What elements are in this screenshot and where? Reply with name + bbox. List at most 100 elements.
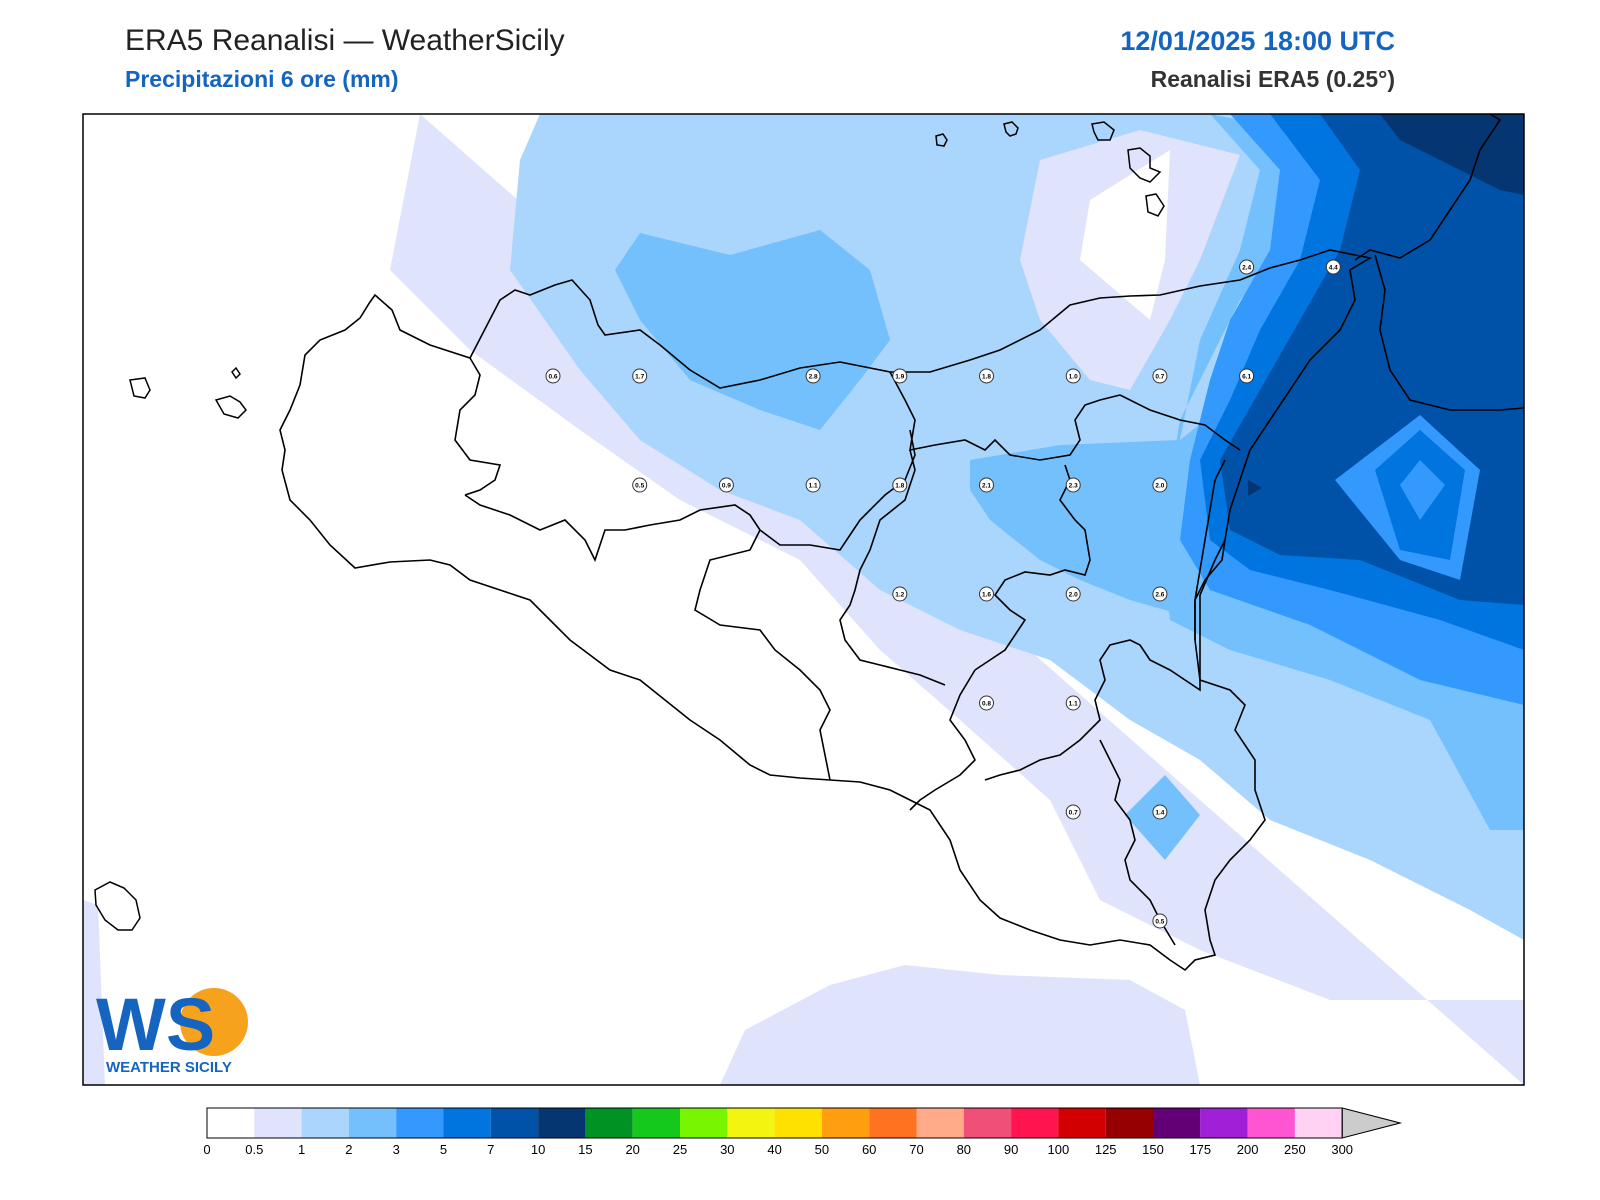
sicily-coast — [279, 249, 1373, 972]
logo-letters: WS — [96, 983, 215, 1066]
island-alicudi — [1003, 121, 1019, 137]
station-value: 6.1 — [1242, 374, 1251, 381]
station-value: 2.6 — [1155, 592, 1164, 599]
station-dot — [1152, 586, 1168, 602]
island-favignana — [129, 377, 151, 399]
station-marker: 1.4 — [1152, 804, 1168, 820]
colorbar-swatch — [443, 1108, 491, 1138]
colorbar-tick-label: 10 — [531, 1142, 545, 1157]
province-border-catania-ragusa — [909, 669, 976, 811]
province-border-catania-siracusa — [984, 539, 1226, 781]
colorbar-swatch — [490, 1108, 539, 1138]
station-value: 1.1 — [809, 483, 818, 490]
station-marker: 2.4 — [1239, 259, 1255, 275]
colorbar-tick-label: 30 — [720, 1142, 734, 1157]
colorbar-tick-label: 175 — [1189, 1142, 1211, 1157]
station-dot — [1325, 259, 1341, 275]
colorbar-swatch — [301, 1108, 349, 1138]
colorbar-swatch — [1058, 1108, 1106, 1138]
province-border-enna-catania — [974, 464, 1091, 671]
station-marker: 2.8 — [805, 368, 821, 384]
colorbar-tick-label: 80 — [957, 1142, 971, 1157]
station-value: 1.2 — [895, 592, 904, 599]
station-dot — [718, 477, 734, 493]
station-marker: 0.5 — [632, 477, 648, 493]
colorbar-swatch — [1153, 1108, 1201, 1138]
precip-band-05-south — [720, 965, 1200, 1085]
station-marker: 1.8 — [979, 368, 994, 384]
province-border-trapani-palermo — [454, 357, 502, 496]
colorbar-tick-label: 100 — [1048, 1142, 1070, 1157]
station-value: 4.4 — [1329, 265, 1338, 272]
station-marker: 4.4 — [1325, 259, 1341, 275]
precip-band-0-tyrrhenian — [1080, 150, 1170, 320]
station-value: 1.0 — [1069, 374, 1078, 381]
colorbar-tick-label: 50 — [815, 1142, 829, 1157]
island-marettimo — [231, 366, 241, 380]
station-marker: 1.0 — [1065, 368, 1081, 384]
colorbar-tick-label: 1 — [298, 1142, 305, 1157]
colorbar-tick-label: 5 — [440, 1142, 447, 1157]
province-border-agrigento-caltanissetta — [694, 529, 831, 781]
station-dot — [979, 586, 994, 602]
colorbar-frame — [206, 1107, 1343, 1139]
station-value: 1.4 — [1155, 810, 1164, 817]
colorbar-swatch — [916, 1108, 964, 1138]
station-dot — [1152, 804, 1168, 820]
colorbar-tick-label: 70 — [909, 1142, 923, 1157]
station-value: 0.9 — [722, 483, 731, 490]
station-marker: 2.0 — [1152, 477, 1168, 493]
station-value: 0.5 — [635, 483, 644, 490]
colorbar-swatch — [680, 1108, 728, 1138]
station-dot — [1065, 586, 1081, 602]
colorbar-tick-label: 250 — [1284, 1142, 1306, 1157]
station-dot — [1152, 913, 1168, 929]
colorbar-tick-label: 60 — [862, 1142, 876, 1157]
colorbar-swatch — [254, 1108, 302, 1138]
province-border-ragusa-siracusa — [1099, 739, 1176, 946]
island-salina — [1127, 147, 1162, 183]
colorbar-tick-label: 300 — [1331, 1142, 1353, 1157]
station-dot — [892, 477, 908, 493]
station-value: 0.7 — [1069, 810, 1078, 817]
station-marker: 2.1 — [979, 477, 994, 493]
colorbar-swatch — [727, 1108, 775, 1138]
station-value: 1.9 — [895, 374, 904, 381]
colorbar: 0 0.5 1 2 3 5 7 10 15 20 25 30 40 50 60 70 80 90 100 125 150… — [203, 1107, 1403, 1157]
station-value: 2.8 — [809, 374, 818, 381]
station-dot — [1065, 477, 1081, 493]
station-value: 0.7 — [1155, 374, 1164, 381]
colorbar-tick-label: 3 — [393, 1142, 400, 1157]
colorbar-tick-label: 0.5 — [245, 1142, 263, 1157]
colorbar-swatch — [774, 1108, 822, 1138]
station-dot — [979, 368, 994, 384]
logo-sun-icon — [180, 988, 248, 1056]
colorbar-tick-label: 90 — [1004, 1142, 1018, 1157]
colorbar-swatch — [632, 1108, 680, 1138]
colorbar-swatch — [1200, 1108, 1248, 1138]
station-value: 1.6 — [982, 592, 991, 599]
colorbar-swatch — [348, 1108, 397, 1138]
station-value: 0.5 — [1155, 919, 1164, 926]
colorbar-tick-label: 0 — [203, 1142, 210, 1157]
islands — [94, 121, 1165, 931]
island-ustica — [935, 133, 948, 147]
model-name: Reanalisi ERA5 (0.25°) — [1150, 66, 1395, 92]
station-marker: 2.0 — [1065, 586, 1081, 602]
island-pantelleria — [94, 881, 141, 931]
precip-field — [83, 114, 1524, 1085]
station-dot — [1065, 695, 1081, 711]
station-dot — [979, 477, 994, 493]
precip-band-05-west — [83, 900, 105, 1085]
map-title: ERA5 Reanalisi — WeatherSicily — [125, 24, 565, 57]
province-border-palermo-messina — [889, 371, 1121, 461]
colorbar-swatch — [585, 1108, 633, 1138]
station-marker: 0.7 — [1065, 804, 1081, 820]
colorbar-tick-label: 25 — [673, 1142, 687, 1157]
colorbar-swatch — [1247, 1108, 1295, 1138]
station-marker: 0.5 — [1152, 913, 1168, 929]
station-marker: 0.6 — [545, 368, 561, 384]
precip-band-3-diamond — [1400, 460, 1445, 520]
station-value: 0.6 — [548, 374, 557, 381]
